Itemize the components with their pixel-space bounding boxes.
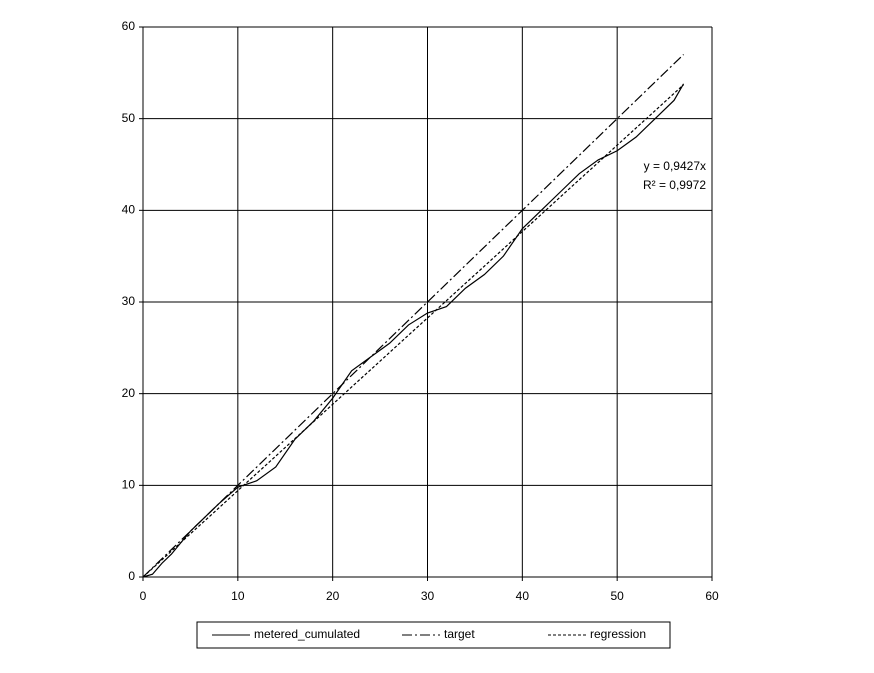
y-tick-label: 40 bbox=[122, 203, 136, 217]
series-line bbox=[142, 83, 685, 578]
x-tick-label: 20 bbox=[326, 589, 340, 603]
x-tick-label: 60 bbox=[705, 589, 719, 603]
y-tick-label: 10 bbox=[122, 478, 136, 492]
y-tick-label: 50 bbox=[122, 111, 136, 125]
x-tick-label: 30 bbox=[421, 589, 435, 603]
legend-box bbox=[196, 621, 671, 649]
annotation: R² = 0,9972 bbox=[643, 178, 706, 192]
y-tick-label: 20 bbox=[122, 386, 136, 400]
legend-label: target bbox=[444, 627, 475, 641]
series-line bbox=[142, 54, 684, 578]
x-tick-label: 10 bbox=[231, 589, 245, 603]
legend-label: regression bbox=[590, 627, 646, 641]
x-tick-label: 50 bbox=[610, 589, 624, 603]
y-tick-label: 60 bbox=[122, 19, 136, 33]
x-tick-label: 40 bbox=[516, 589, 530, 603]
y-tick-label: 30 bbox=[122, 294, 136, 308]
x-tick-label: 0 bbox=[140, 589, 147, 603]
y-tick-label: 0 bbox=[128, 569, 135, 583]
series-line bbox=[142, 84, 684, 578]
annotation: y = 0,9427x bbox=[644, 159, 706, 173]
legend-label: metered_cumulated bbox=[254, 627, 360, 641]
